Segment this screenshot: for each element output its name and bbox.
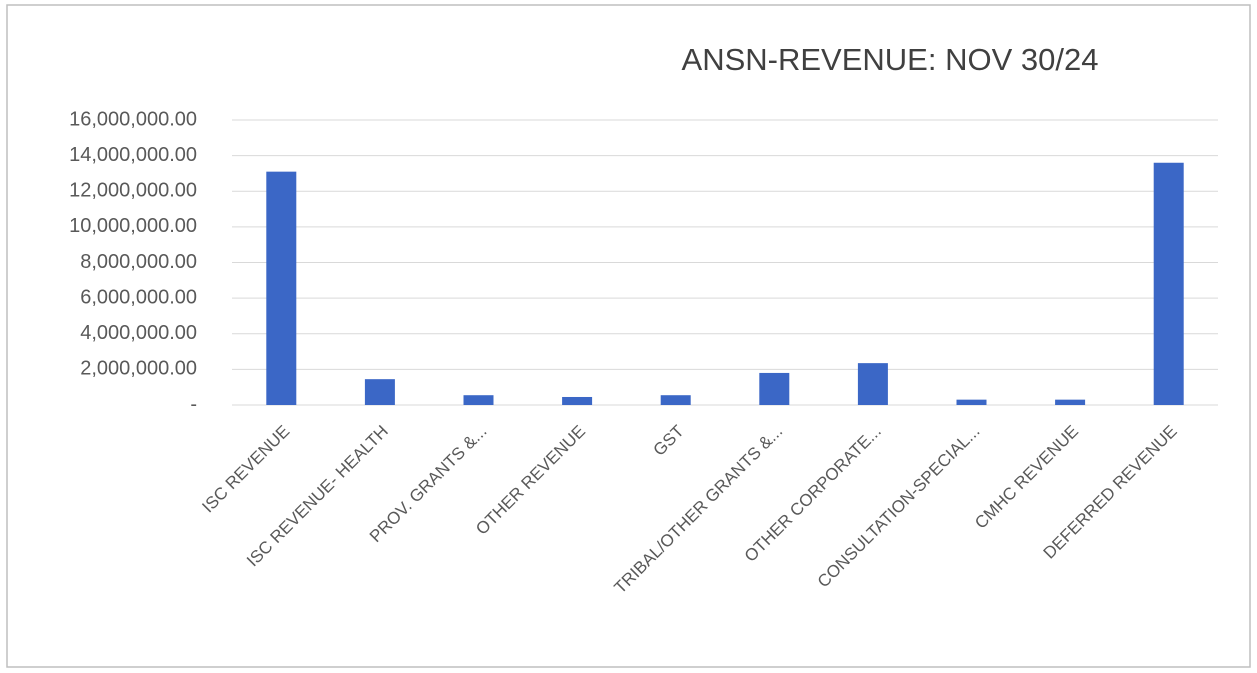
bar: [660, 395, 691, 405]
y-tick-label: 4,000,000.00: [80, 322, 197, 344]
y-tick-label: 10,000,000.00: [69, 215, 197, 237]
bar: [364, 379, 395, 405]
bar: [266, 171, 297, 405]
y-tick-label: 2,000,000.00: [80, 358, 197, 380]
bar: [1055, 399, 1086, 405]
bar: [1153, 162, 1184, 405]
y-tick-label: 6,000,000.00: [80, 286, 197, 308]
chart-border: [6, 4, 1251, 668]
bar: [562, 396, 593, 405]
y-tick-label: 16,000,000.00: [69, 108, 197, 130]
bar: [857, 363, 888, 405]
y-tick-label: 8,000,000.00: [80, 251, 197, 273]
bar: [463, 395, 494, 405]
y-tick-label: 14,000,000.00: [69, 144, 197, 166]
bar: [759, 372, 790, 405]
bar: [956, 399, 987, 405]
y-tick-label: -: [190, 393, 197, 415]
chart-title: ANSN-REVENUE: NOV 30/24: [682, 42, 1099, 77]
y-tick-label: 12,000,000.00: [69, 180, 197, 202]
